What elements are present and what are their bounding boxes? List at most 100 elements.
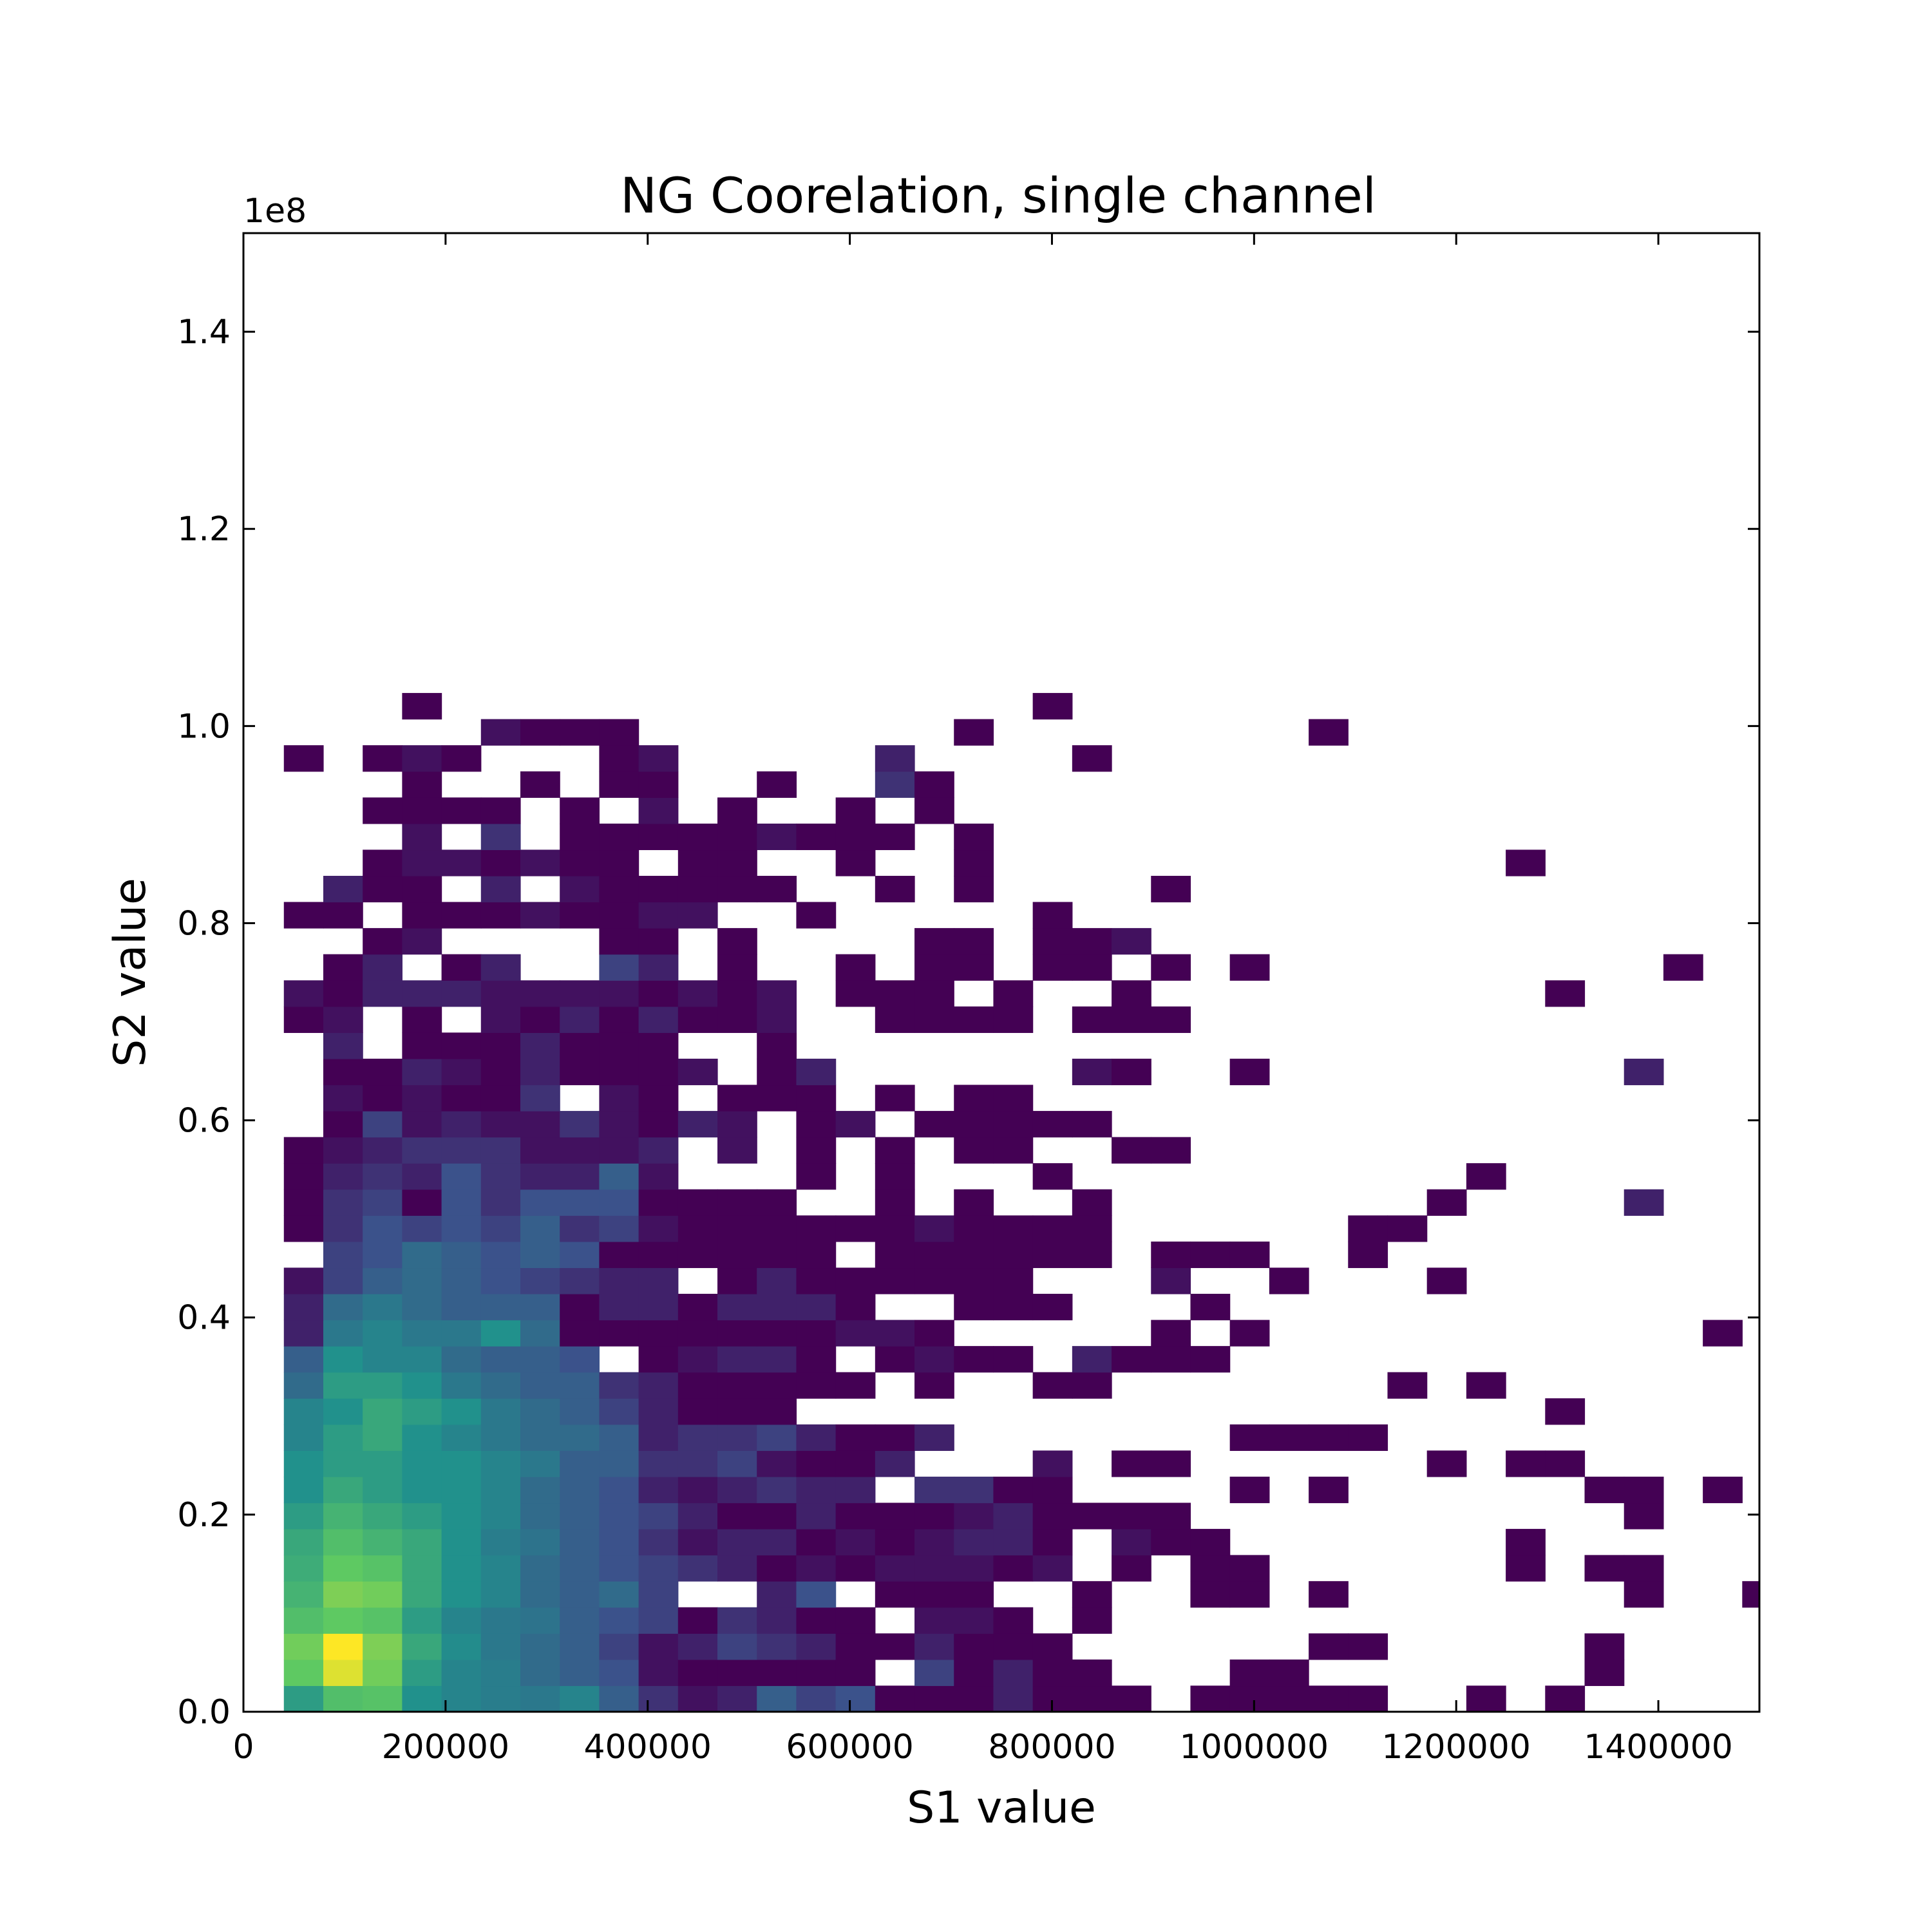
heatmap-cell [954, 1476, 994, 1504]
heatmap-cell [480, 980, 521, 1007]
heatmap-cell [1190, 1581, 1231, 1608]
heatmap-cell [1229, 954, 1270, 981]
heatmap-cell [283, 1189, 324, 1216]
heatmap-cell [757, 1633, 797, 1660]
heatmap-cell [914, 1241, 954, 1269]
heatmap-cell [1309, 1581, 1349, 1608]
heatmap-cell [1229, 1476, 1270, 1504]
heatmap-cell [323, 902, 363, 929]
heatmap-cell [796, 1058, 837, 1086]
heatmap-cell [520, 1529, 560, 1556]
heatmap-cell [954, 1659, 994, 1687]
heatmap-cell [441, 1607, 482, 1634]
heatmap-cell [717, 1241, 757, 1269]
heatmap-cell [1426, 1267, 1467, 1294]
heatmap-cell [1545, 1450, 1586, 1477]
heatmap-cell [1072, 1372, 1112, 1399]
heatmap-cell [875, 1424, 915, 1451]
heatmap-cell [638, 1189, 679, 1216]
heatmap-cell [638, 1084, 679, 1112]
heatmap-cell [954, 1111, 994, 1138]
heatmap-cell [402, 1215, 442, 1242]
heatmap-cell [520, 771, 560, 798]
heatmap-cell [1072, 1685, 1112, 1712]
heatmap-cell [560, 1450, 600, 1477]
heatmap-cell [323, 875, 363, 903]
heatmap-cell [560, 823, 600, 851]
heatmap-cell [323, 1241, 363, 1269]
heatmap-cell [402, 1163, 442, 1190]
heatmap-cell [993, 1137, 1034, 1164]
heatmap-cell [677, 1607, 718, 1634]
heatmap-cell [638, 875, 679, 903]
heatmap-cell [402, 1607, 442, 1634]
heatmap-cell [402, 1267, 442, 1294]
heatmap-cell [1269, 1267, 1309, 1294]
heatmap-cell [520, 1320, 560, 1347]
heatmap-cell [599, 1294, 639, 1321]
heatmap-cell [796, 1581, 837, 1608]
heatmap-cell [993, 1294, 1034, 1321]
heatmap-cell [835, 1111, 876, 1138]
heatmap-cell [914, 1529, 954, 1556]
heatmap-cell [480, 849, 521, 876]
heatmap-cell [1309, 1424, 1349, 1451]
heatmap-cell [717, 1555, 757, 1582]
heatmap-cell [480, 1607, 521, 1634]
heatmap-cell [638, 1581, 679, 1608]
y-offset-text: 1e8 [243, 192, 307, 231]
heatmap-cell [677, 1685, 718, 1712]
heatmap-cell [1151, 1450, 1191, 1477]
heatmap-cell [1032, 1659, 1073, 1687]
heatmap-cell [520, 1424, 560, 1451]
heatmap-cell [875, 1137, 915, 1164]
heatmap-cell [402, 1241, 442, 1269]
heatmap-cell [954, 954, 994, 981]
heatmap-cell [323, 1137, 363, 1164]
heatmap-cell [875, 1633, 915, 1660]
heatmap-cell [677, 1006, 718, 1033]
heatmap-cell [560, 1320, 600, 1347]
heatmap-cell [323, 1607, 363, 1634]
heatmap-cell [441, 849, 482, 876]
heatmap-cell [560, 1111, 600, 1138]
heatmap-cell [560, 1581, 600, 1608]
heatmap-cells [283, 693, 1760, 1712]
heatmap-cell [677, 902, 718, 929]
heatmap-cell [441, 1424, 482, 1451]
heatmap-cell [1072, 1607, 1112, 1634]
heatmap-cell [875, 1581, 915, 1608]
heatmap-cell [1229, 1058, 1270, 1086]
chart-title: NG Coorelation, single channel [620, 167, 1376, 224]
heatmap-cell [363, 1058, 402, 1086]
heatmap-cell [1229, 1685, 1270, 1712]
heatmap-cell [717, 1320, 757, 1347]
heatmap-cell [835, 1294, 876, 1321]
heatmap-cell [796, 1476, 837, 1504]
heatmap-cell [323, 1058, 363, 1086]
heatmap-cell [323, 1267, 363, 1294]
heatmap-cell [1190, 1294, 1231, 1321]
heatmap-cell [599, 823, 639, 851]
heatmap-cell [283, 1372, 324, 1399]
heatmap-cell [283, 1685, 324, 1712]
heatmap-cell [717, 1137, 757, 1164]
heatmap-cell [1506, 1450, 1546, 1477]
heatmap-cell [1624, 1502, 1664, 1530]
heatmap-cell [402, 1502, 442, 1530]
heatmap-cell [480, 1163, 521, 1190]
heatmap-cell [323, 1476, 363, 1504]
heatmap-cell [363, 1502, 402, 1530]
heatmap-cell [323, 1450, 363, 1477]
heatmap-cell [993, 1685, 1034, 1712]
heatmap-cell [323, 1555, 363, 1582]
heatmap-cell [914, 1006, 954, 1033]
heatmap-cell [363, 1398, 402, 1425]
heatmap-cell [677, 1294, 718, 1321]
heatmap-cell [323, 1424, 363, 1451]
heatmap-cell [1703, 1320, 1743, 1347]
heatmap-cell [638, 1476, 679, 1504]
heatmap-cell [1387, 1215, 1428, 1242]
heatmap-cell [1072, 1346, 1112, 1373]
heatmap-cell [402, 1372, 442, 1399]
